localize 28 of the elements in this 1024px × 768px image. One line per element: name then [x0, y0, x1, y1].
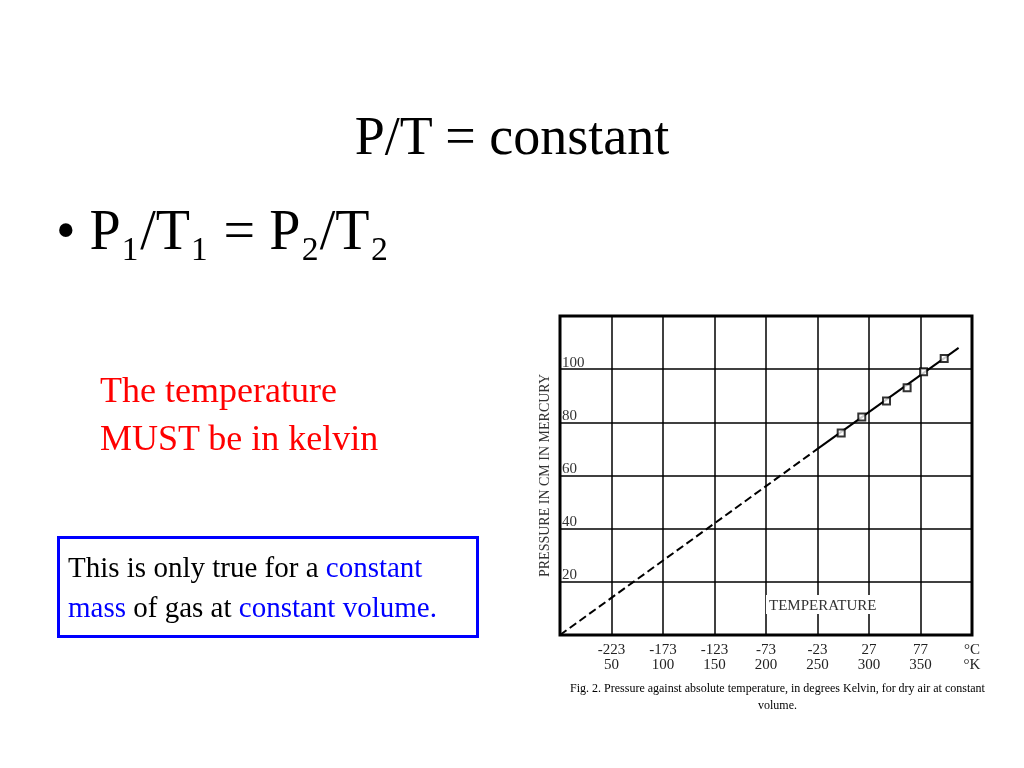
text: This is only true for a constant mass of gas at constant volume. — [68, 551, 437, 623]
x2-tick-label: -23 — [807, 640, 828, 657]
y-tick-label: 40 — [562, 513, 577, 530]
x2-tick-label: -123 — [700, 640, 729, 657]
caption: Fig. 2. Pressure against absolute temperature, in degrees Kelvin, for dry air at constant volume. — [569, 680, 986, 714]
chart-title: P/T = constant — [353, 105, 671, 167]
x-tick-label: 150 — [703, 655, 726, 672]
y-tick-label: 20 — [562, 566, 577, 583]
x-tick-label: 50 — [604, 655, 619, 672]
x-tick-label: 100 — [651, 655, 675, 672]
x2-tick-label: 27 — [861, 640, 877, 657]
x-tick-label: 350 — [909, 655, 932, 672]
text: The temperature MUST be in kelvin — [100, 369, 380, 460]
y-tick-label: 80 — [562, 406, 577, 423]
x2-tick-label: -73 — [756, 640, 776, 657]
x-tick-label: 250 — [806, 655, 829, 672]
text: • P₁/T₁ = P₂/T₂ — [56, 198, 390, 262]
x-tick-label: °K — [963, 655, 981, 672]
x-axis-title: TEMPERATURE — [769, 596, 877, 613]
y-axis-title: PRESSURE IN CM IN MERCURY — [536, 373, 552, 578]
y-tick-label: 100 — [562, 353, 585, 370]
x2-tick-label: -173 — [649, 640, 677, 657]
x2-tick-label: 77 — [913, 640, 929, 657]
x-tick-label: 200 — [754, 655, 778, 672]
x2-tick-label: -223 — [597, 640, 626, 657]
x-tick-label: 300 — [857, 655, 881, 672]
x2-tick-label: °C — [963, 640, 981, 657]
y-tick-label: 60 — [562, 460, 577, 476]
